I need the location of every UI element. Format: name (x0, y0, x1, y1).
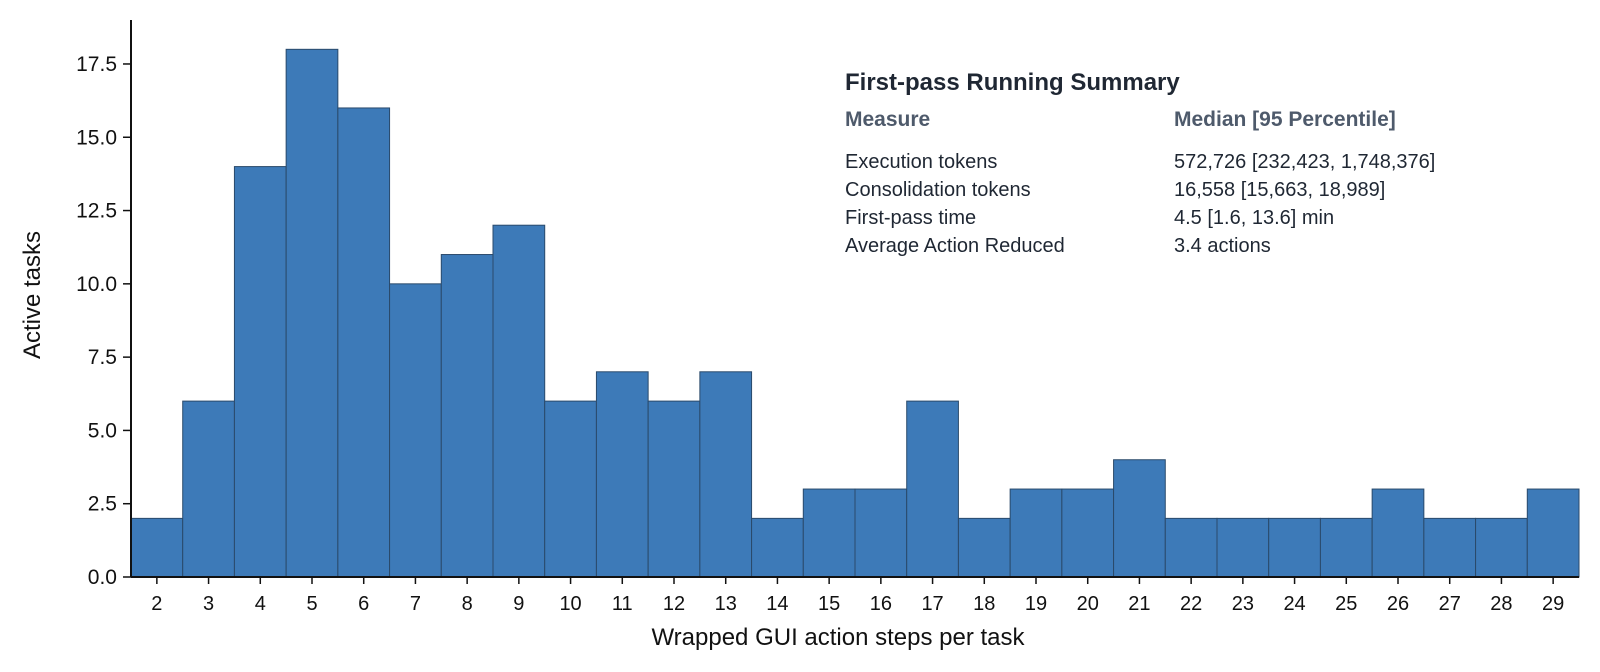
x-tick-label: 14 (766, 593, 788, 615)
x-tick-label: 5 (306, 593, 317, 615)
histogram-bar (1009, 488, 1063, 578)
y-tick-label: 17.5 (76, 53, 117, 76)
x-tick-label: 18 (973, 593, 995, 615)
x-tick-label: 13 (715, 593, 737, 615)
x-tick-label: 11 (612, 593, 633, 615)
y-tick-label: 5.0 (88, 419, 117, 442)
bars-layer (130, 48, 1580, 578)
x-tick-label: 20 (1077, 593, 1099, 615)
histogram-bar (1216, 517, 1270, 578)
x-tick-label: 29 (1542, 593, 1564, 615)
histogram-bar (1268, 517, 1321, 578)
summary-row-measure: Consolidation tokens (845, 179, 1031, 201)
y-tick-label: 15.0 (76, 126, 117, 149)
histogram-bar (182, 400, 235, 578)
histogram-bar (957, 517, 1011, 578)
histogram-bar (1164, 517, 1218, 578)
histogram-bar (751, 517, 804, 578)
histogram-bar (1061, 488, 1115, 578)
summary-row-measure: Execution tokens (845, 151, 997, 173)
histogram-bar (1475, 517, 1528, 578)
summary-row-value: 4.5 [1.6, 13.6] min (1174, 207, 1334, 229)
histogram-bar (1423, 517, 1477, 578)
summary-row-measure: Average Action Reduced (845, 235, 1065, 257)
x-tick-label: 19 (1025, 593, 1047, 615)
x-tick-label: 2 (151, 593, 162, 615)
x-tick-label: 17 (921, 593, 943, 615)
histogram-bar (389, 283, 442, 578)
histogram-bar (492, 224, 546, 578)
x-tick-label: 26 (1387, 593, 1409, 615)
x-tick-label: 21 (1128, 593, 1150, 615)
x-tick-label: 23 (1232, 593, 1254, 615)
x-tick-label: 9 (513, 593, 524, 615)
y-tick-label: 2.5 (88, 493, 117, 516)
x-tick-label: 15 (818, 593, 840, 615)
x-tick-label: 6 (358, 593, 369, 615)
histogram-bar (544, 400, 597, 578)
x-tick-label: 22 (1180, 593, 1202, 615)
histogram-bar (130, 517, 184, 578)
histogram-bar (1113, 459, 1166, 578)
histogram-bar (647, 400, 701, 578)
histogram-bar (699, 371, 753, 578)
summary-row-measure: First-pass time (845, 207, 976, 229)
x-tick-label: 16 (870, 593, 892, 615)
histogram-bar (906, 400, 959, 578)
summary-row-value: 16,558 [15,663, 18,989] (1174, 179, 1385, 201)
summary-row-value: 572,726 [232,423, 1,748,376] (1174, 151, 1435, 173)
axes-layer (130, 20, 1579, 578)
y-tick-label: 7.5 (88, 346, 117, 369)
histogram-bar (1526, 488, 1580, 578)
x-tick-label: 12 (663, 593, 685, 615)
x-axis-label: Wrapped GUI action steps per task (651, 624, 1025, 651)
histogram-bar (440, 254, 494, 578)
histogram-bar (1371, 488, 1425, 578)
y-tick-label: 12.5 (76, 200, 117, 223)
x-tick-label: 7 (410, 593, 421, 615)
histogram-bar (285, 48, 339, 578)
summary-header-value: Median [95 Percentile] (1174, 108, 1396, 131)
x-tick-label: 10 (559, 593, 581, 615)
y-axis-label: Active tasks (19, 231, 46, 359)
x-tick-label: 3 (203, 593, 214, 615)
x-tick-label: 4 (255, 593, 266, 615)
histogram-bar (595, 371, 649, 578)
y-tick-label: 0.0 (88, 566, 117, 589)
summary-row-value: 3.4 actions (1174, 235, 1271, 257)
summary-table: First-pass Running Summary Measure Media… (845, 69, 1435, 257)
summary-title: First-pass Running Summary (845, 69, 1180, 96)
x-tick-label: 28 (1490, 593, 1512, 615)
histogram-bar (337, 107, 391, 578)
x-tick-label: 27 (1439, 593, 1461, 615)
histogram-bar (854, 488, 908, 578)
x-tick-label: 25 (1335, 593, 1357, 615)
histogram-bar (233, 166, 287, 578)
summary-header-measure: Measure (845, 108, 930, 131)
x-tick-label: 24 (1283, 593, 1305, 615)
ticks-layer: 0.02.55.07.510.012.515.017.52 3 4 5 6 7 8 9 10 11… (76, 53, 1564, 615)
histogram-bar (802, 488, 856, 578)
x-tick-label: 8 (462, 593, 473, 615)
y-tick-label: 10.0 (76, 273, 117, 296)
histogram-bar (1319, 517, 1373, 578)
